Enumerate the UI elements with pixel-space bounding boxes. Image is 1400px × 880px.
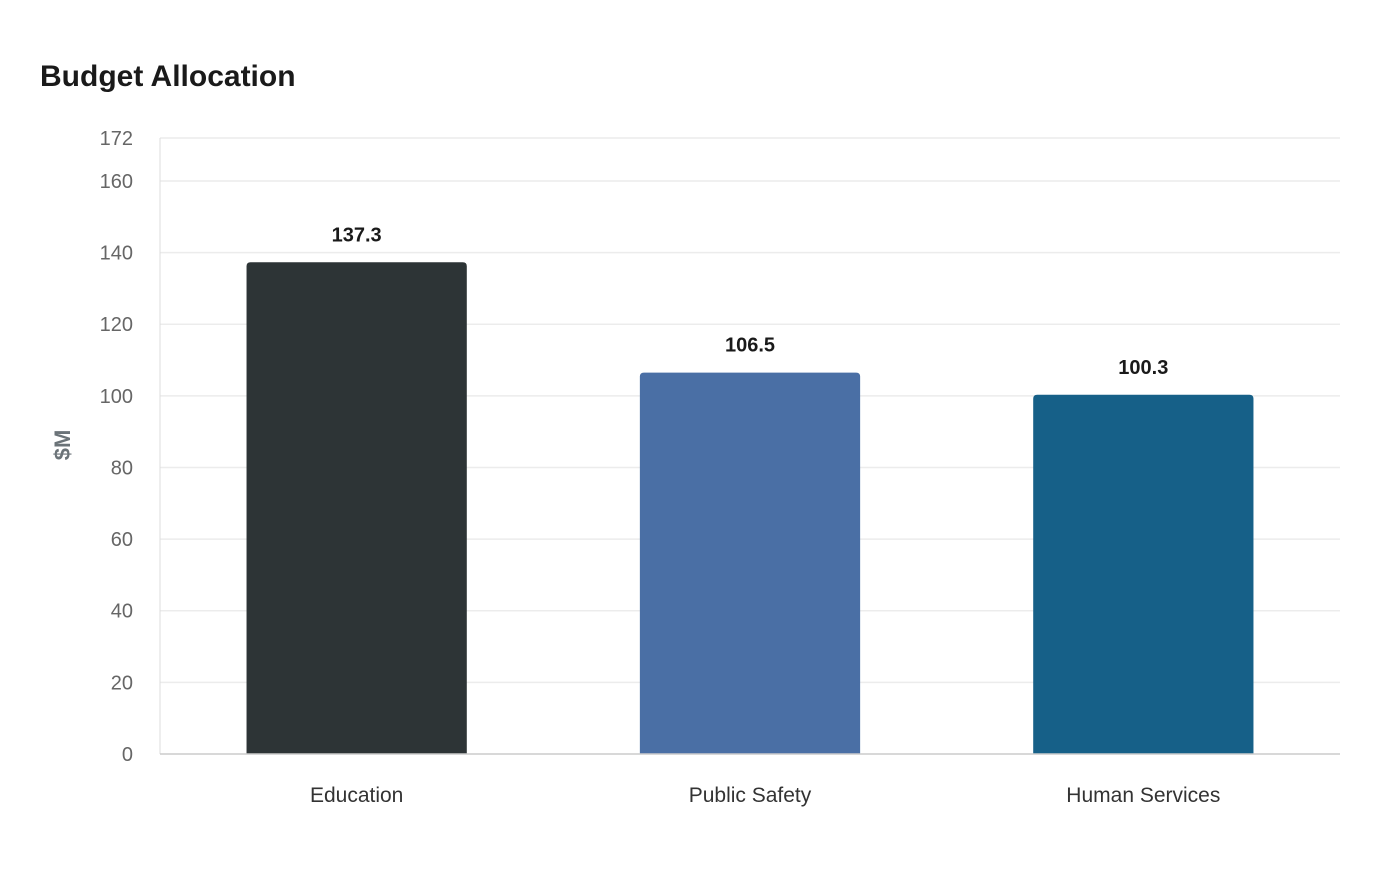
y-tick-label: 140 [100, 243, 133, 265]
y-axis-label: $M [50, 430, 75, 461]
y-tick-label: 80 [111, 457, 133, 479]
data-labels: 137.3 106.5 100.3 [332, 224, 1169, 379]
chart-title: Budget Allocation [40, 60, 296, 93]
y-tick-label: 40 [111, 601, 133, 623]
x-category-label: Public Safety [689, 784, 812, 807]
y-tick-label: 60 [111, 529, 133, 551]
y-axis-ticks: 0 20 40 60 80 100 120 140 160 172 [100, 128, 133, 766]
x-category-label: Human Services [1066, 784, 1220, 807]
y-tick-label: 120 [100, 314, 133, 336]
y-tick-label: 0 [122, 744, 133, 766]
bar-education [246, 262, 467, 754]
bar-human-services [1033, 394, 1254, 754]
y-tick-label: 160 [100, 171, 133, 193]
data-label: 100.3 [1118, 357, 1168, 379]
data-label: 106.5 [725, 335, 775, 357]
y-tick-label: 100 [100, 386, 133, 408]
y-tick-label: 20 [111, 672, 133, 694]
bars [246, 262, 1254, 754]
x-axis-categories: Education Public Safety Human Services [310, 784, 1220, 807]
y-tick-label: 172 [100, 128, 133, 150]
data-label: 137.3 [332, 224, 382, 246]
bar-public-safety [639, 372, 861, 754]
x-category-label: Education [310, 784, 403, 807]
